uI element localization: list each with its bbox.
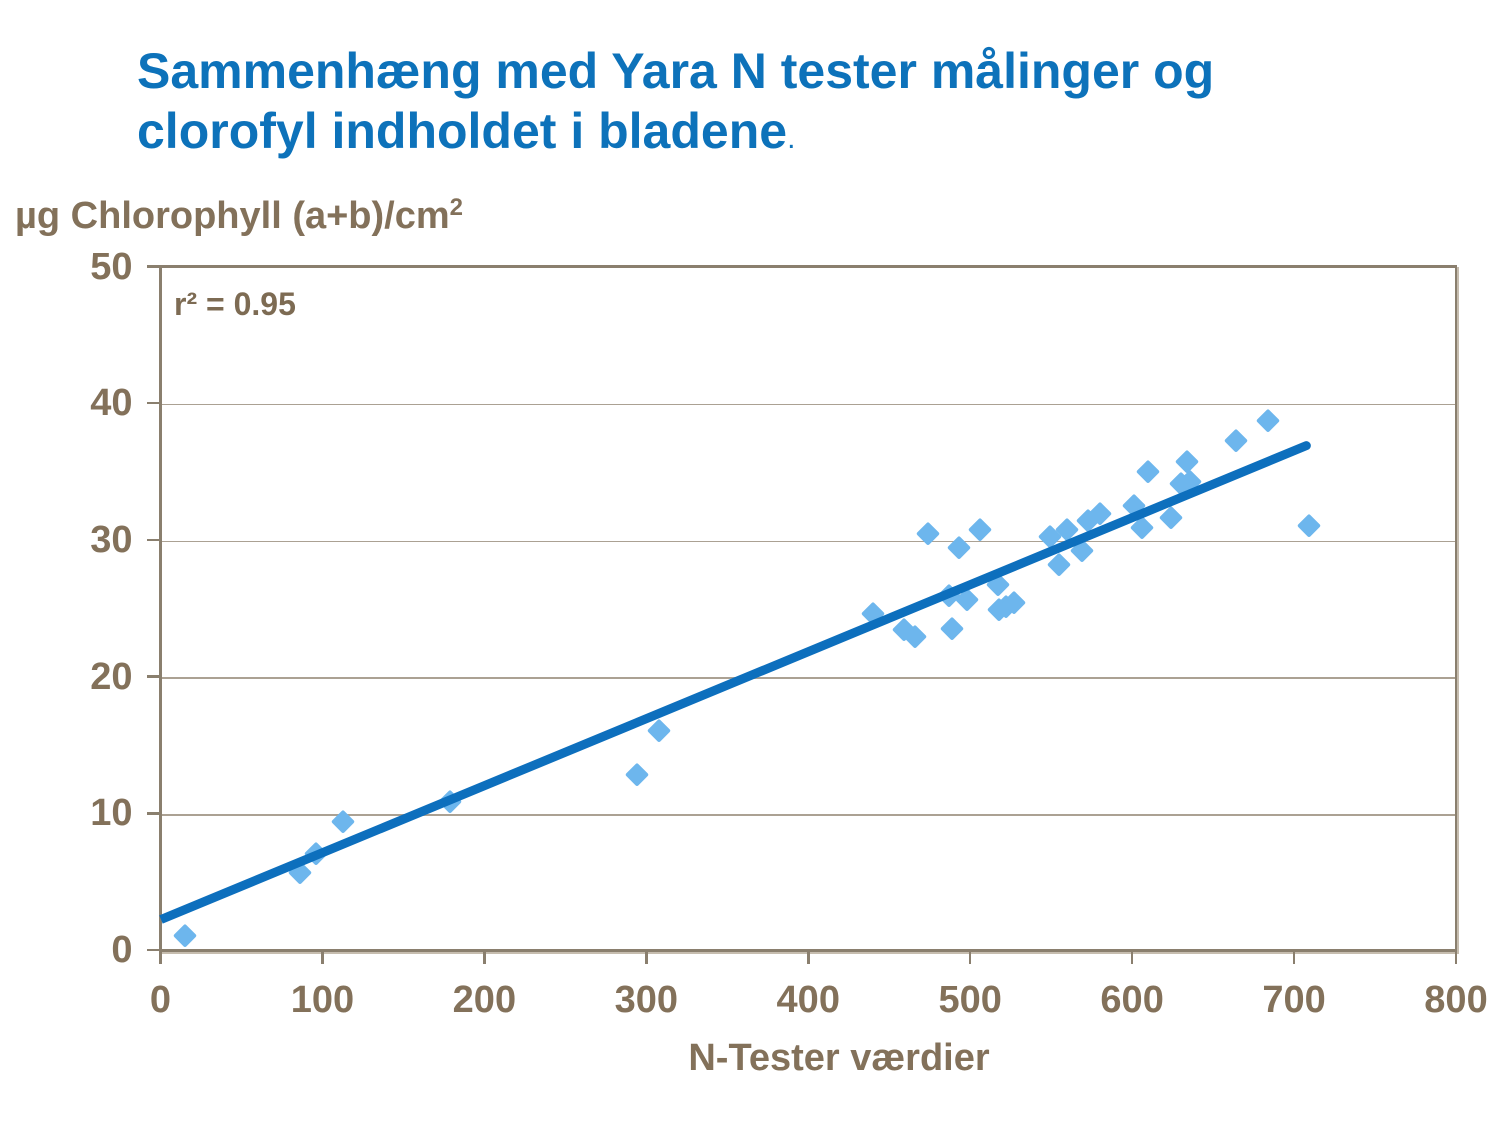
data-point [915, 522, 941, 547]
y-tick-10 [147, 812, 159, 815]
gridline-y-20 [162, 677, 1455, 679]
data-point [946, 535, 972, 561]
x-tick-800 [1454, 951, 1458, 964]
x-tick-label-800: 800 [1424, 979, 1488, 1021]
y-tick-50 [147, 265, 159, 268]
y-axis-title: µg Chlorophyll (a+b)/cm2 [15, 194, 464, 237]
y-tick-label-50: 50 [90, 245, 133, 288]
chart-title-period: . [787, 122, 796, 155]
data-point [967, 518, 993, 543]
r-squared-annotation: r² = 0.95 [174, 286, 296, 322]
x-tick-300 [645, 951, 648, 964]
x-tick-label-700: 700 [1262, 979, 1326, 1021]
y-tick-label-10: 10 [90, 792, 133, 835]
data-point [646, 718, 672, 744]
x-tick-label-200: 200 [452, 979, 517, 1021]
plot-area: r² = 0.95 [159, 265, 1457, 952]
data-point [1223, 429, 1249, 454]
y-tick-label-30: 30 [90, 518, 133, 561]
x-tick-0 [159, 951, 162, 964]
data-point [1136, 459, 1161, 484]
x-tick-label-400: 400 [776, 979, 840, 1021]
y-tick-0 [147, 948, 159, 952]
x-tick-label-300: 300 [614, 979, 679, 1021]
gridline-y-30 [162, 540, 1455, 543]
x-tick-label-600: 600 [1100, 979, 1164, 1021]
data-point [1174, 449, 1200, 475]
data-point [624, 762, 649, 788]
y-axis-title-superscript: 2 [449, 194, 464, 221]
x-tick-600 [1130, 951, 1134, 964]
chart-title-line1: Sammenhæng med Yara N tester målinger og [137, 43, 1215, 99]
x-tick-500 [968, 951, 972, 964]
data-point [940, 616, 965, 642]
x-tick-label-0: 0 [149, 979, 172, 1021]
x-tick-label-100: 100 [290, 979, 355, 1021]
x-tick-400 [807, 951, 810, 964]
y-tick-label-40: 40 [90, 382, 133, 425]
data-point [1255, 408, 1281, 434]
gridline-y-10 [162, 814, 1455, 816]
y-tick-label-0: 0 [111, 929, 133, 971]
x-tick-100 [321, 951, 324, 964]
y-tick-label-20: 20 [90, 655, 133, 698]
x-axis-title: N-Tester værdier [688, 1037, 990, 1079]
x-tick-200 [483, 951, 486, 964]
data-point [172, 924, 198, 949]
y-tick-30 [147, 538, 159, 542]
gridline-y-40 [162, 403, 1455, 406]
chart-title-line2: clorofyl indholdet i bladene [137, 103, 788, 159]
y-tick-40 [147, 401, 159, 405]
x-tick-700 [1292, 951, 1296, 964]
data-point [331, 809, 356, 834]
y-tick-20 [147, 675, 159, 678]
x-tick-label-500: 500 [938, 979, 1002, 1021]
data-point [1296, 513, 1321, 539]
chart-title: Sammenhæng med Yara N tester målinger og… [137, 41, 1214, 169]
